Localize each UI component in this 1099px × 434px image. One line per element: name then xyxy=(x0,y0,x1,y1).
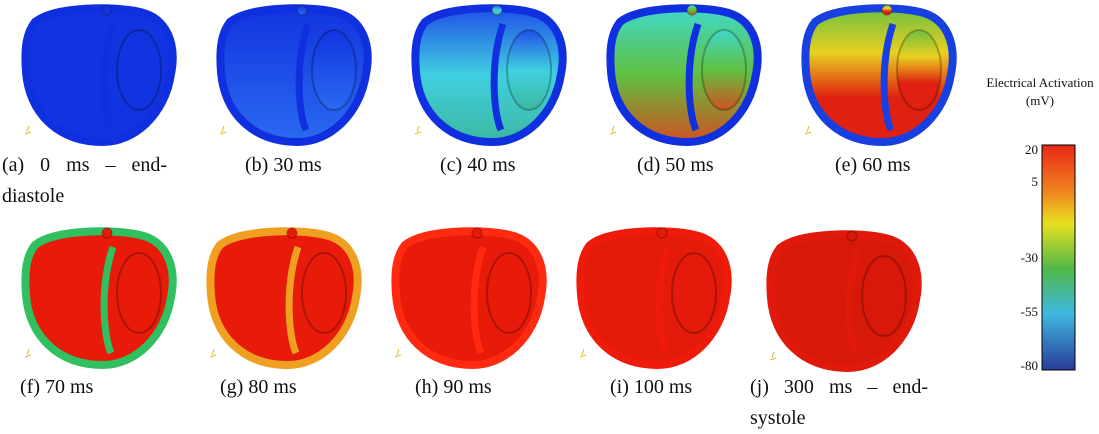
rv-wall xyxy=(685,22,702,132)
lv-cavity xyxy=(506,29,552,111)
rv-wall xyxy=(470,245,487,355)
heart xyxy=(801,4,957,147)
lv-cavity xyxy=(701,29,747,111)
axes-icon xyxy=(609,125,617,135)
valve xyxy=(881,4,893,16)
heart xyxy=(766,230,922,373)
colorbar-tick-label: -30 xyxy=(1020,250,1038,265)
axes-icon xyxy=(219,125,227,135)
caption: (d) 50 ms xyxy=(637,154,714,176)
heart xyxy=(206,227,362,370)
lv-cavity xyxy=(861,255,907,337)
axes-icon xyxy=(769,351,777,361)
valve xyxy=(286,227,298,239)
rv-wall xyxy=(655,245,672,355)
rv-wall xyxy=(295,22,312,132)
axes-icon xyxy=(209,348,217,358)
valve xyxy=(686,4,698,16)
caption: (a) 0 ms – end-diastole xyxy=(2,154,167,207)
valve xyxy=(471,227,483,239)
axes-icon xyxy=(24,125,32,135)
colorbar-tick-label: -55 xyxy=(1020,304,1038,319)
heart xyxy=(391,227,547,370)
colorbar-title: Electrical Activation (mV) xyxy=(986,75,1094,108)
valve xyxy=(101,227,113,239)
rv-wall xyxy=(490,22,507,132)
axes-icon xyxy=(804,125,812,135)
lv-cavity xyxy=(116,29,162,111)
caption: (f) 70 ms xyxy=(20,376,94,398)
rv-wall xyxy=(845,248,862,358)
rv-wall xyxy=(285,245,302,355)
heart xyxy=(216,4,372,147)
colorbar-tick-label: -80 xyxy=(1020,358,1038,373)
axes-icon xyxy=(414,125,422,135)
caption: (c) 40 ms xyxy=(440,154,516,176)
heart xyxy=(411,4,567,147)
heart xyxy=(576,227,732,370)
lv-cavity xyxy=(486,252,532,334)
colorbar-tick-label: 5 xyxy=(1031,174,1039,190)
lv-cavity xyxy=(671,252,717,334)
colorbar xyxy=(1041,144,1076,371)
lv-cavity xyxy=(301,252,347,334)
caption: (j) 300 ms – end-systole xyxy=(750,376,928,429)
caption: (i) 100 ms xyxy=(610,376,693,398)
valve xyxy=(491,4,503,16)
valve xyxy=(846,230,858,242)
heart xyxy=(21,4,177,147)
valve xyxy=(296,4,308,16)
heart xyxy=(21,227,177,370)
valve xyxy=(101,4,113,16)
lv-cavity xyxy=(311,29,357,111)
rv-wall xyxy=(100,22,117,132)
caption: (b) 30 ms xyxy=(245,154,322,176)
lv-cavity xyxy=(116,252,162,334)
caption: (g) 80 ms xyxy=(220,376,297,398)
caption: (e) 60 ms xyxy=(835,154,911,176)
axes-icon xyxy=(394,348,402,358)
rv-wall xyxy=(880,22,897,132)
caption: (h) 90 ms xyxy=(415,376,492,398)
rv-wall xyxy=(100,245,117,355)
colorbar-tick-label: 20 xyxy=(1025,142,1038,157)
axes-icon xyxy=(24,348,32,358)
heart xyxy=(606,4,762,147)
axes-icon xyxy=(579,348,587,358)
valve xyxy=(656,227,668,239)
lv-cavity xyxy=(896,29,942,111)
